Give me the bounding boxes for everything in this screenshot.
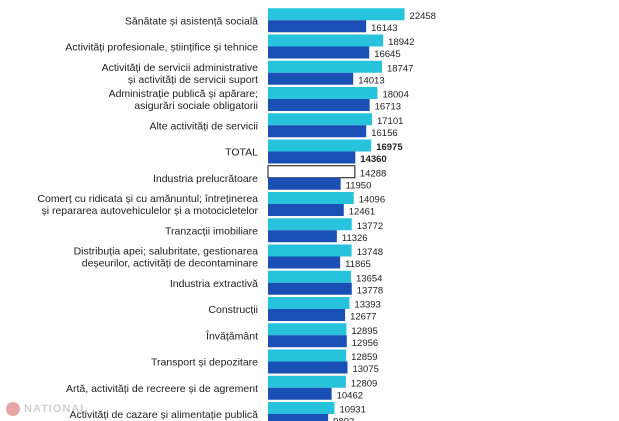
bar-2023 bbox=[268, 230, 337, 243]
bar-2023 bbox=[268, 99, 370, 111]
logo-icon bbox=[6, 402, 20, 416]
bar-2024 bbox=[268, 375, 346, 388]
bar-2024 bbox=[268, 349, 347, 362]
watermark-text: NATIONAL bbox=[24, 403, 89, 415]
value-label: 14288 bbox=[360, 168, 386, 179]
bar-2024 bbox=[268, 87, 378, 99]
bar-2023 bbox=[268, 20, 367, 33]
bar-2023 bbox=[268, 125, 367, 138]
category-label: Activități de servicii administrative bbox=[102, 62, 259, 74]
value-label: 12859 bbox=[351, 352, 377, 363]
category-label: asigurări sociale obligatorii bbox=[134, 100, 258, 112]
value-label: 14096 bbox=[359, 195, 385, 206]
bar-2024 bbox=[268, 218, 352, 231]
value-label: 16645 bbox=[374, 49, 400, 60]
bar-2023 bbox=[268, 335, 347, 348]
value-label: 11950 bbox=[346, 180, 372, 191]
bar-2023 bbox=[268, 387, 332, 400]
category-label: Sănătate și asistență socială bbox=[125, 15, 258, 27]
bar-2023 bbox=[268, 46, 370, 59]
category-label: Distribuția apei; salubritate, gestionar… bbox=[74, 246, 259, 258]
category-label: Activități de cazare și alimentație publ… bbox=[69, 409, 258, 421]
category-label: deșeurilor, activități de decontaminare bbox=[82, 258, 258, 270]
bar-2024 bbox=[268, 60, 382, 73]
category-label: Administrație publică și apărare; bbox=[109, 88, 258, 100]
bar-2023 bbox=[268, 282, 352, 295]
category-label: Comerț cu ridicata și cu amănuntul; într… bbox=[37, 193, 258, 205]
category-label: Transport și depozitare bbox=[151, 357, 258, 369]
bar-2023 bbox=[268, 256, 341, 269]
value-label: 17101 bbox=[377, 116, 403, 127]
category-label: și repararea autovehiculelor și a motoci… bbox=[41, 205, 258, 217]
category-label: Construcții bbox=[208, 304, 258, 316]
value-label: 12461 bbox=[349, 207, 375, 218]
bar-2024 bbox=[268, 297, 350, 309]
value-label: 12895 bbox=[351, 326, 377, 337]
value-label: 9892 bbox=[333, 417, 354, 421]
bar-2023 bbox=[268, 361, 348, 374]
bar-2024 bbox=[268, 244, 352, 257]
bar-2024 bbox=[268, 192, 354, 204]
value-label: 14013 bbox=[358, 75, 384, 86]
value-label: 18004 bbox=[382, 90, 408, 101]
value-label: 10462 bbox=[337, 390, 363, 401]
value-label: 13772 bbox=[357, 221, 383, 232]
value-label: 10931 bbox=[339, 405, 365, 416]
category-label: și activități de servicii suport bbox=[128, 74, 258, 86]
bar-2023 bbox=[268, 414, 329, 421]
bar-2024 bbox=[268, 270, 352, 283]
category-label: Tranzacții imobiliare bbox=[165, 225, 258, 237]
bar-2023 bbox=[268, 309, 346, 321]
bar-2024 bbox=[268, 139, 372, 152]
category-label: Industria extractivă bbox=[170, 278, 258, 290]
value-label: 13748 bbox=[357, 247, 383, 258]
category-label: Activități profesionale, științifice și … bbox=[65, 42, 258, 54]
value-label: 22458 bbox=[410, 11, 436, 22]
watermark: NATIONAL bbox=[6, 399, 136, 419]
category-label: Artă, activități de recreere și de agrem… bbox=[66, 383, 258, 395]
value-label: 18942 bbox=[388, 37, 414, 48]
value-label: 11326 bbox=[342, 233, 368, 244]
bar-2024 bbox=[268, 323, 347, 336]
value-label: 12956 bbox=[352, 338, 378, 349]
value-label: 16975 bbox=[376, 142, 403, 153]
value-label: 13654 bbox=[356, 273, 382, 284]
value-label: 11865 bbox=[345, 259, 371, 270]
bar-2024 bbox=[268, 113, 372, 126]
value-label: 16143 bbox=[371, 23, 397, 34]
category-label: Alte activități de servicii bbox=[149, 120, 258, 132]
value-label: 16713 bbox=[375, 102, 401, 113]
bar-2024 bbox=[268, 8, 405, 21]
category-label: Învățământ bbox=[205, 329, 258, 342]
value-label: 13778 bbox=[357, 285, 383, 296]
value-label: 13075 bbox=[352, 364, 378, 375]
bar-2024 bbox=[267, 165, 356, 179]
bar-2023 bbox=[268, 72, 354, 85]
bar-2024 bbox=[268, 34, 384, 47]
value-label: 13393 bbox=[354, 300, 380, 311]
value-label: 14360 bbox=[360, 154, 386, 165]
bar-2023 bbox=[268, 177, 341, 190]
value-label: 16156 bbox=[371, 128, 397, 139]
bar-2023 bbox=[268, 151, 356, 164]
value-label: 12677 bbox=[350, 312, 376, 323]
category-label: ...și termică, gaze, apă caldă și aer co… bbox=[42, 0, 258, 1]
category-label: TOTAL bbox=[225, 147, 258, 159]
bar-2024 bbox=[268, 402, 335, 414]
value-label: 12809 bbox=[351, 378, 377, 389]
value-label: 18747 bbox=[387, 63, 413, 74]
bar-2023 bbox=[268, 204, 344, 216]
category-label: Industria prelucrătoare bbox=[153, 173, 258, 185]
